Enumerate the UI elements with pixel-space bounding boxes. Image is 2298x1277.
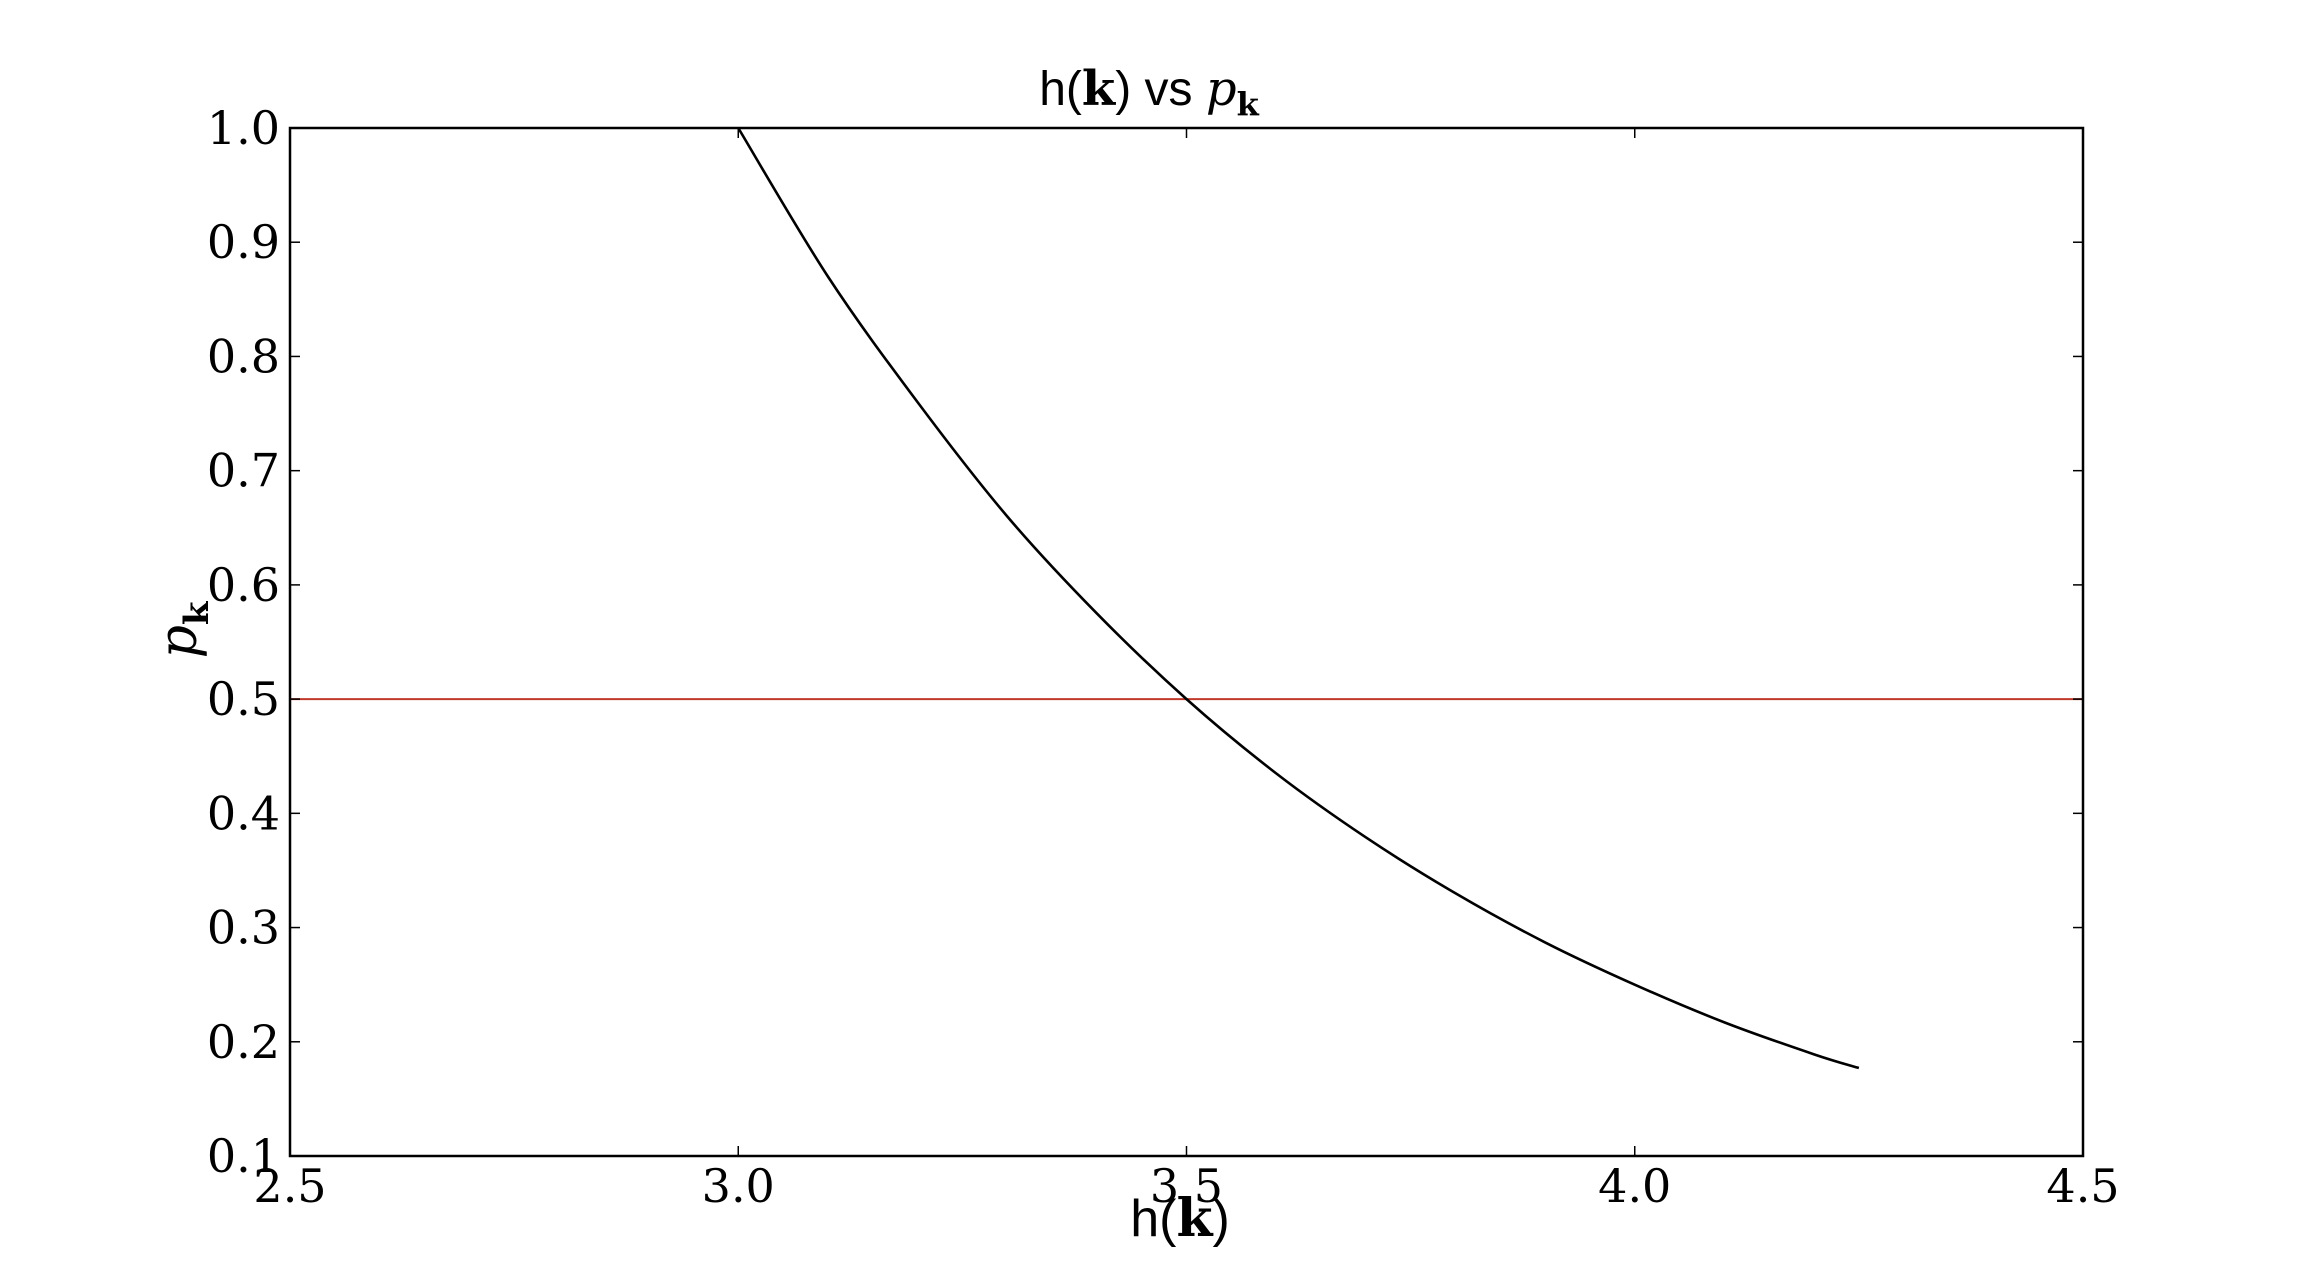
y-tick-label: 0.7 bbox=[207, 444, 280, 498]
x-tick-label: 4.5 bbox=[2046, 1159, 2119, 1213]
tick-labels: 2.5 3.0 3.5 4.0 4.5 0.1 0.2 0.3 0.4 0.5 0.6 0.7 0.8 0… bbox=[207, 101, 2120, 1213]
x-tick-label: 4.0 bbox=[1598, 1159, 1671, 1213]
y-axis-label: pk bbox=[149, 600, 217, 658]
y-tick-label: 0.2 bbox=[207, 1015, 280, 1069]
chart-title: h(k) vs pk bbox=[1039, 61, 1259, 123]
series-line-0 bbox=[737, 128, 1860, 1070]
axis-ticks bbox=[289, 127, 2084, 1157]
y-tick-label: 1.0 bbox=[207, 101, 280, 155]
axes-frame bbox=[288, 126, 2085, 1158]
y-tick-label: 0.9 bbox=[207, 215, 280, 269]
y-tick-label: 0.1 bbox=[207, 1129, 280, 1183]
x-tick-label: 2.5 bbox=[253, 1159, 326, 1213]
y-tick-label: 0.5 bbox=[207, 672, 280, 726]
x-tick-label: 3.5 bbox=[1150, 1159, 1223, 1213]
y-tick-label: 0.6 bbox=[207, 558, 280, 612]
y-tick-label: 0.8 bbox=[207, 329, 280, 383]
y-tick-label: 0.4 bbox=[207, 786, 280, 840]
x-tick-label: 3.0 bbox=[702, 1159, 775, 1213]
plot-area bbox=[288, 126, 2085, 1158]
x-axis-label: h(k) bbox=[1130, 1188, 1230, 1249]
y-tick-label: 0.3 bbox=[207, 901, 280, 955]
